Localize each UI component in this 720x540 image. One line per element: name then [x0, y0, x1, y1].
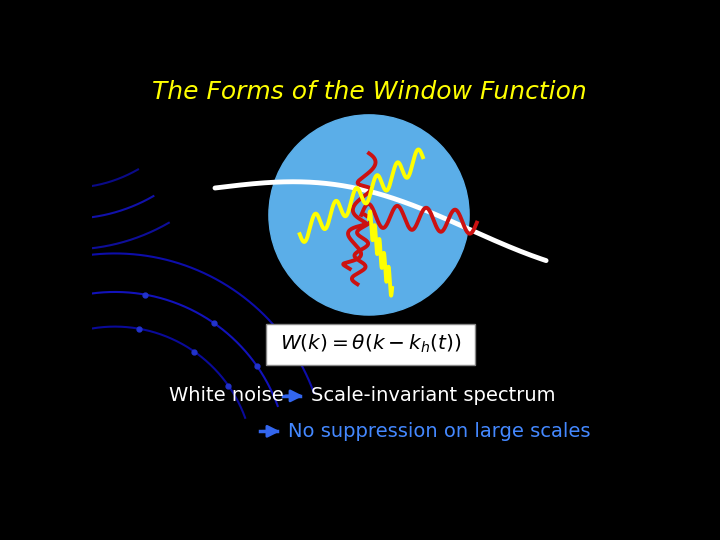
Text: Scale-invariant spectrum: Scale-invariant spectrum — [311, 387, 556, 406]
Text: No suppression on large scales: No suppression on large scales — [288, 422, 590, 441]
Text: White noise: White noise — [168, 387, 284, 406]
Circle shape — [269, 115, 469, 315]
Text: The Forms of the Window Function: The Forms of the Window Function — [152, 80, 586, 104]
FancyBboxPatch shape — [266, 323, 475, 365]
Text: $W(k) = \theta(k - k_h(t))$: $W(k) = \theta(k - k_h(t))$ — [280, 333, 462, 355]
